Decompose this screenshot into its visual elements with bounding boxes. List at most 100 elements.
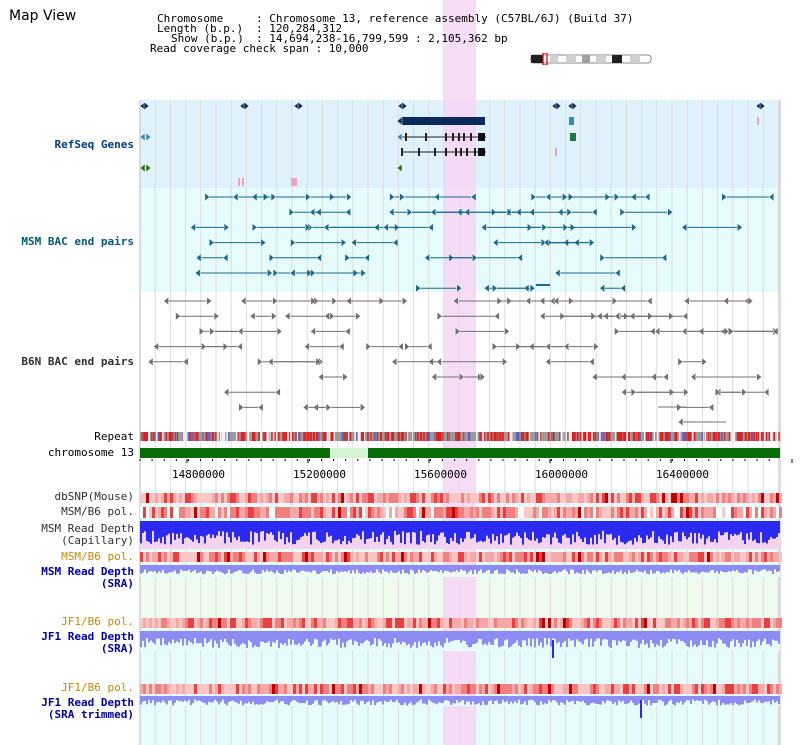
- polymorphism-cell: [410, 618, 413, 628]
- msm-sra-depth-bar: [580, 565, 582, 574]
- msm-sra-depth-bar: [694, 565, 696, 573]
- msm-sra-depth-bar: [490, 565, 492, 574]
- polymorphism-cell: [383, 684, 386, 694]
- msm-sra-depth-bar: [682, 565, 684, 575]
- polymorphism-cell: [671, 552, 674, 562]
- polymorphism-cell: [173, 507, 176, 518]
- msm-sra-depth-bar: [540, 565, 542, 572]
- capillary-depth-bar: [528, 521, 530, 540]
- polymorphism-cell: [362, 552, 365, 562]
- polymorphism-cell: [266, 493, 269, 503]
- jf1-sra-depth-bar: [358, 631, 360, 646]
- polymorphism-cell: [167, 618, 170, 628]
- msm-sra-depth-bar: [226, 565, 228, 573]
- bac-end-marker: [288, 207, 295, 217]
- polymorphism-cell: [557, 618, 560, 628]
- polymorphism-cell: [779, 552, 782, 562]
- repeat-element: [156, 432, 158, 441]
- polymorphism-cell: [641, 493, 644, 503]
- jf1-sra-depth-bar: [334, 631, 336, 640]
- msm-sra-depth-bar: [774, 565, 776, 570]
- jf1-trimmed-depth-bar: [326, 696, 328, 702]
- bac-end-marker: [406, 207, 413, 217]
- polymorphism-cell: [749, 618, 752, 628]
- bac-end-marker: [315, 357, 322, 367]
- polymorphism-cell: [608, 507, 611, 518]
- jf1-trimmed-depth-bar: [318, 696, 320, 705]
- repeat-element: [591, 432, 594, 441]
- msm-bac-label[interactable]: MSM BAC end pairs: [21, 235, 134, 248]
- polymorphism-cell: [164, 507, 167, 518]
- msm-sra-depth-bar: [760, 565, 762, 571]
- polymorphism-cell: [230, 552, 233, 562]
- jf1-sra-depth-bar: [300, 631, 302, 646]
- jf1-trimmed-depth-bar: [204, 696, 206, 704]
- jf1-trimmed-depth-bar: [410, 696, 412, 703]
- msm-sra-depth-bar: [634, 565, 636, 572]
- bac-end-marker: [424, 253, 430, 263]
- polymorphism-cell: [314, 618, 317, 628]
- msm-sra-depth-bar: [468, 565, 470, 572]
- polymorphism-cell: [539, 618, 542, 628]
- capillary-depth-bar: [746, 521, 748, 534]
- jf1-trimmed-depth-bar: [570, 696, 572, 702]
- polymorphism-cell: [185, 507, 188, 518]
- polymorphism-cell: [173, 493, 176, 503]
- jf1-sra-depth-bar: [286, 631, 288, 646]
- polymorphism-cell: [161, 618, 164, 628]
- capillary-depth-bar: [620, 521, 622, 542]
- refseq-gene-marker: [139, 163, 146, 173]
- repeat-element: [508, 432, 510, 441]
- capillary-depth-bar: [444, 521, 446, 537]
- refseq-exon: [458, 133, 460, 141]
- jf1-sra-depth-bar: [516, 631, 518, 641]
- polymorphism-cell: [275, 684, 278, 694]
- repeat-element: [237, 432, 239, 441]
- msm-sra-depth-bar: [264, 565, 266, 573]
- msm-sra-depth-bar: [732, 565, 734, 571]
- polymorphism-cell: [281, 507, 284, 518]
- repeat-element: [184, 432, 187, 441]
- capillary-depth-bar: [320, 521, 322, 544]
- jf1-trimmed-depth-bar: [210, 696, 212, 703]
- capillary-depth-bar: [502, 521, 504, 543]
- capillary-depth-bar: [570, 521, 572, 545]
- jf1-trimmed-depth-bar: [506, 696, 508, 702]
- jf1-sra-depth-bar: [754, 631, 756, 647]
- polymorphism-cell: [314, 507, 317, 518]
- polymorphism-cell: [344, 552, 347, 562]
- refseq-genes-label[interactable]: RefSeq Genes: [54, 138, 134, 151]
- polymorphism-cell: [707, 618, 710, 628]
- repeat-element: [212, 432, 215, 441]
- polymorphism-cell: [665, 684, 668, 694]
- capillary-depth-bar: [156, 521, 158, 542]
- polymorphism-cell: [188, 684, 191, 694]
- b6n-bac-label[interactable]: B6N BAC end pairs: [21, 355, 134, 368]
- repeat-element: [660, 432, 663, 441]
- repeat-element: [290, 432, 293, 441]
- polymorphism-cell: [140, 493, 143, 503]
- capillary-depth-bar: [482, 521, 484, 542]
- bac-end-marker: [195, 253, 202, 263]
- jf1-sra-depth-bar: [696, 631, 698, 647]
- polymorphism-cell: [668, 684, 671, 694]
- jf1-sra-depth-bar: [480, 631, 482, 640]
- chromosome-ideogram-icon[interactable]: [530, 53, 654, 65]
- repeat-element: [704, 432, 707, 441]
- polymorphism-cell: [758, 552, 761, 562]
- msm-sra-depth-bar: [298, 565, 300, 573]
- polymorphism-cell: [761, 618, 764, 628]
- jf1-sra-depth-bar: [342, 631, 344, 643]
- repeat-element: [157, 432, 160, 441]
- capillary-depth-bar: [636, 521, 638, 542]
- jf1-sra-depth-bar: [282, 631, 284, 645]
- polymorphism-cell: [689, 552, 692, 562]
- bac-end-marker: [284, 311, 291, 321]
- repeat-element: [223, 432, 226, 441]
- bac-end-marker: [204, 192, 211, 202]
- jf1-sra-depth-bar: [496, 631, 498, 639]
- msm-sra-depth-bar: [450, 565, 452, 573]
- msm-sra-depth-bar: [302, 565, 304, 571]
- jf1-trimmed-depth-bar: [202, 696, 204, 703]
